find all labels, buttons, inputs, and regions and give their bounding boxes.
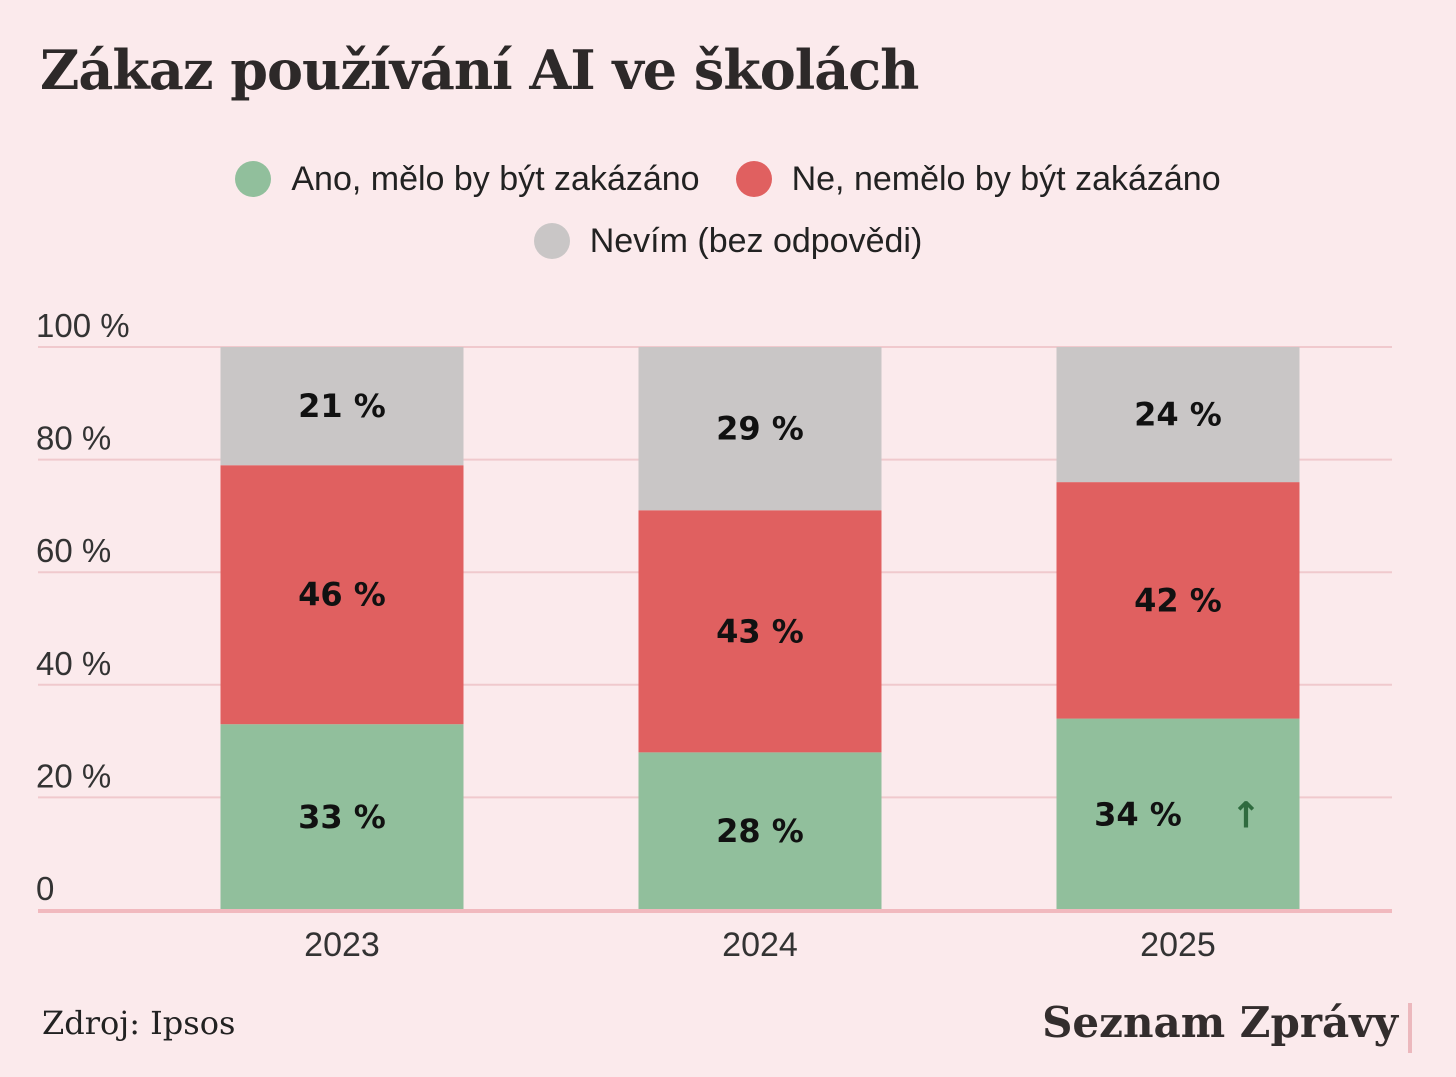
- legend-label-ne: Ne, nemělo by být zakázáno: [791, 159, 1221, 198]
- y-tick-label: 20 %: [36, 757, 111, 794]
- bar-segment-ano-2023: [220, 724, 464, 910]
- y-tick-label: 80 %: [36, 420, 111, 457]
- data-label-ne-2024: 43 %: [716, 612, 804, 650]
- bar-segment-ne-2023: [220, 465, 464, 725]
- legend-swatch-nevim: [533, 223, 570, 259]
- legend-label-ano: Ano, mělo by být zakázáno: [291, 159, 700, 198]
- bar-segment-ano-2025: [1056, 718, 1300, 910]
- x-tick-label-2023: 2023: [304, 926, 380, 964]
- legend-item-ano: Ano, mělo by být zakázáno: [235, 159, 700, 199]
- bar-segment-ne-2024: [638, 510, 882, 753]
- data-label-ne-2025: 42 %: [1134, 581, 1222, 619]
- trend-up-arrow-icon: ↑: [1231, 795, 1261, 836]
- data-label-ano-2023: 33 %: [298, 798, 386, 836]
- y-tick-label: 40 %: [36, 645, 111, 682]
- legend-item-nevim: Nevím (bez odpovědi): [533, 221, 923, 261]
- legend: Ano, mělo by být zakázáno Ne, nemělo by …: [0, 148, 1456, 272]
- x-tick-label-2025: 2025: [1140, 926, 1216, 964]
- source-note: Zdroj: Ipsos: [42, 1004, 236, 1042]
- y-tick-label: 0: [36, 870, 54, 907]
- legend-label-nevim: Nevím (bez odpovědi): [589, 221, 923, 260]
- bar-segment-nevim-2024: [638, 347, 882, 511]
- legend-item-ne: Ne, nemělo by být zakázáno: [735, 159, 1221, 199]
- x-tick-label-2024: 2024: [722, 926, 798, 964]
- data-label-ano-2024: 28 %: [716, 812, 804, 850]
- y-tick-label: 60 %: [36, 532, 111, 569]
- bar-segment-nevim-2023: [220, 347, 464, 466]
- brand-logo: Seznam Zprávy: [1042, 998, 1398, 1047]
- brand-divider: [1408, 1003, 1412, 1053]
- chart-title: Zákaz používání AI ve školách: [40, 38, 919, 102]
- data-label-nevim-2025: 24 %: [1134, 396, 1222, 434]
- legend-swatch-ne: [735, 161, 772, 197]
- bar-segment-ne-2025: [1056, 482, 1300, 719]
- bar-segment-ano-2024: [638, 752, 882, 910]
- legend-swatch-ano: [235, 161, 272, 197]
- data-label-nevim-2023: 21 %: [298, 387, 386, 425]
- bar-segment-nevim-2025: [1056, 347, 1300, 483]
- y-tick-label: 100 %: [36, 307, 130, 344]
- data-label-ano-2025: 34 %: [1094, 795, 1182, 833]
- data-label-nevim-2024: 29 %: [716, 410, 804, 448]
- data-label-ne-2023: 46 %: [298, 576, 386, 614]
